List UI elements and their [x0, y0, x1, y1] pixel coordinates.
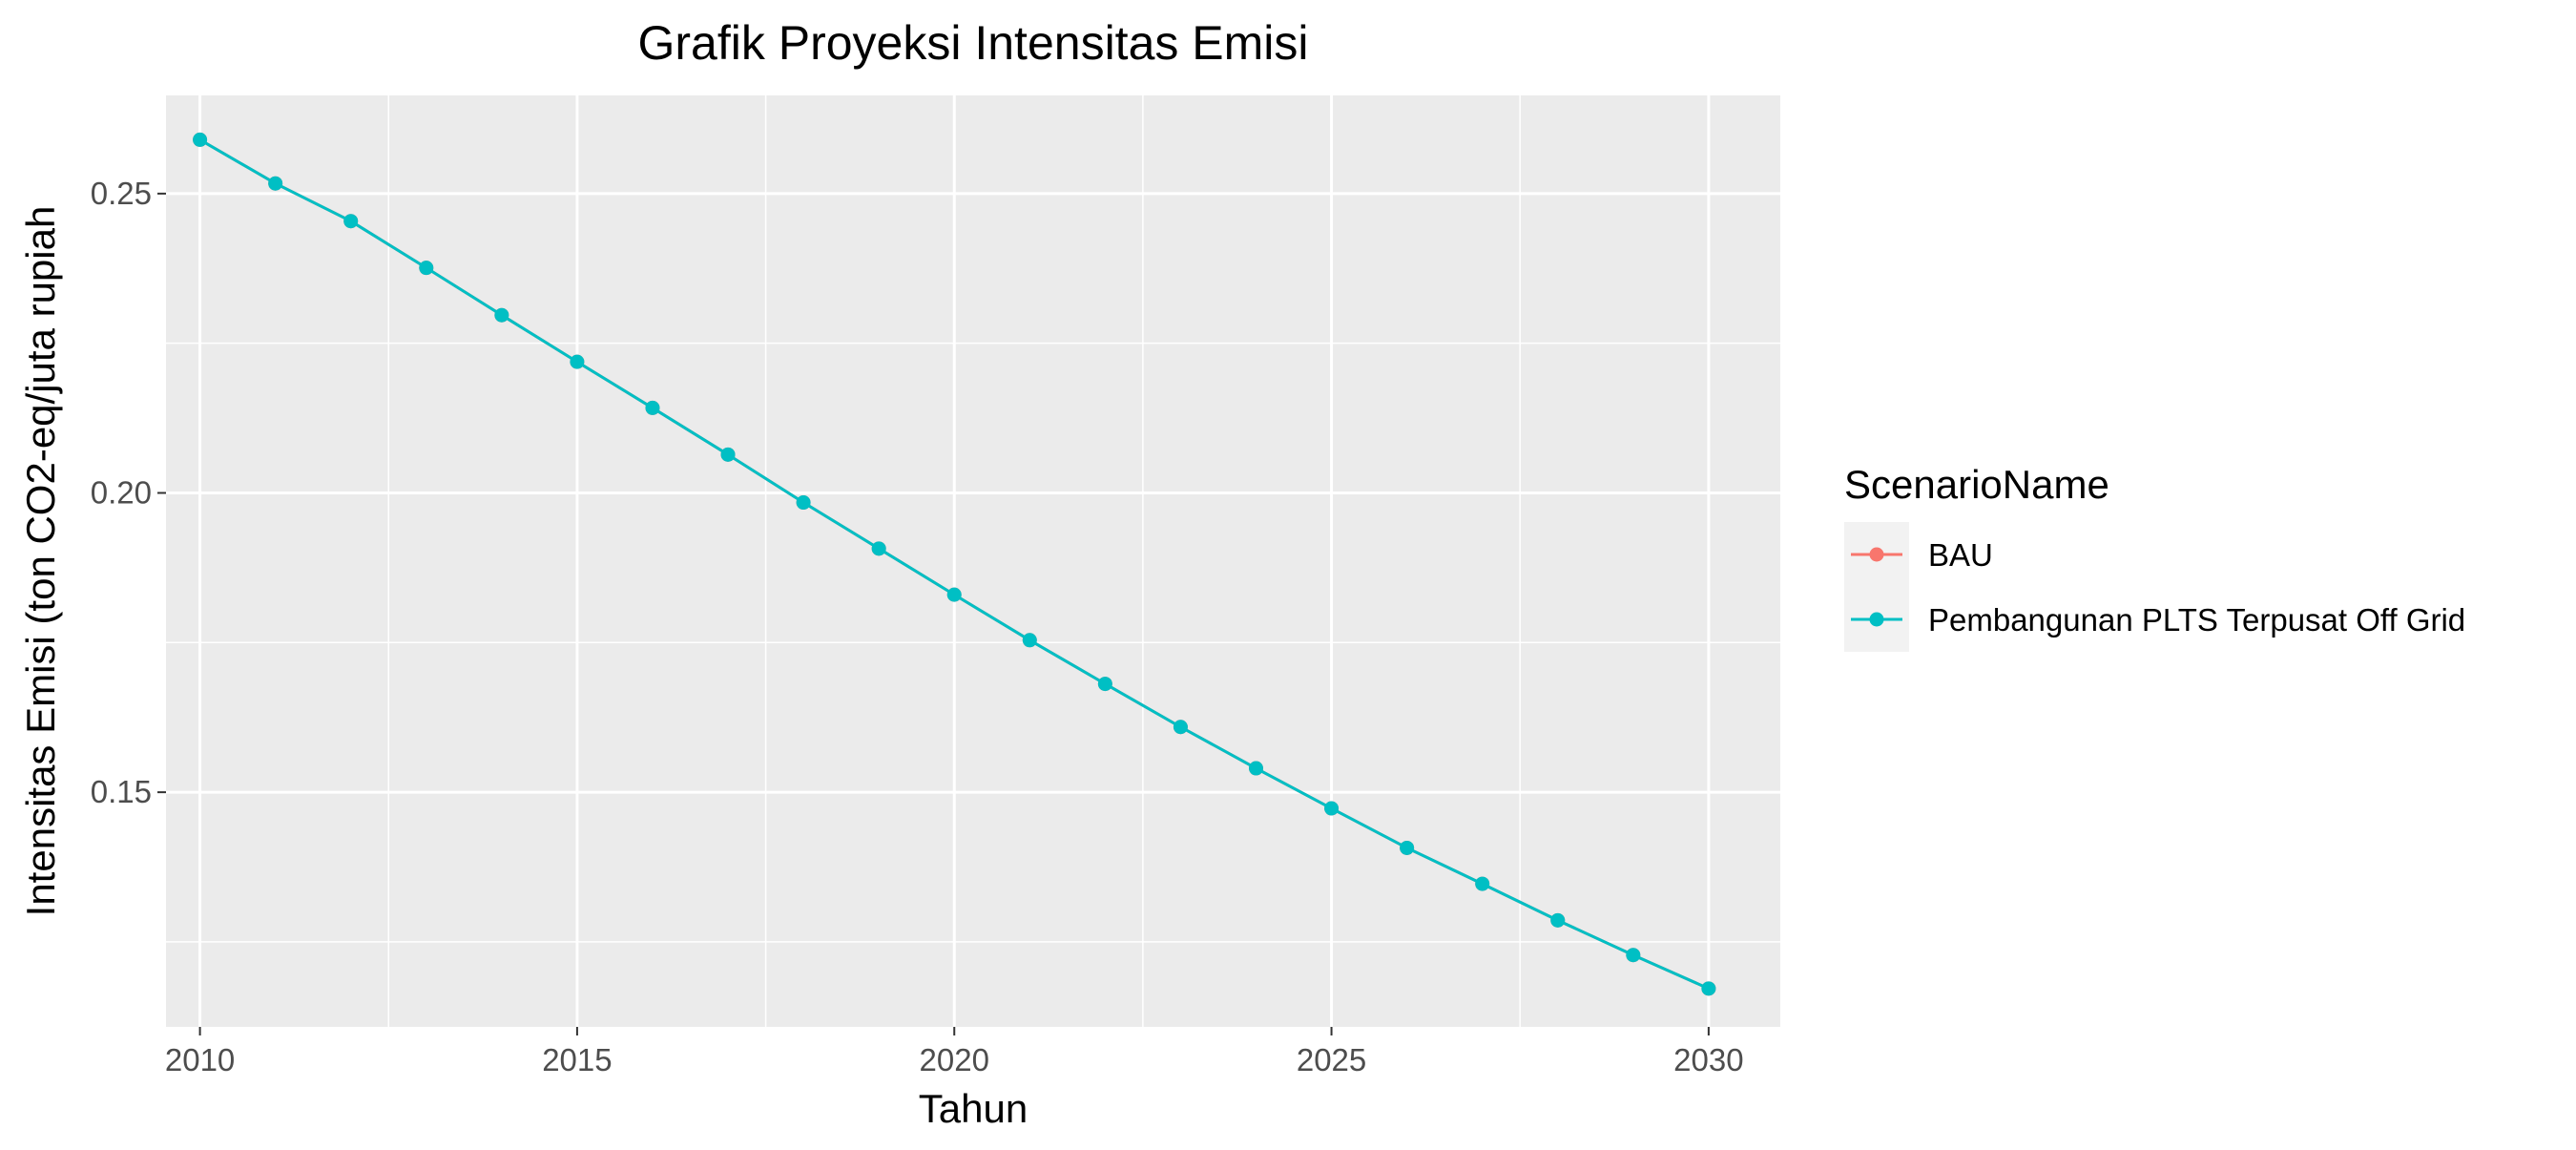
series-2-point	[343, 214, 359, 229]
series-2-point	[1324, 801, 1340, 816]
legend-label: BAU	[1928, 537, 1993, 573]
series-2-point	[193, 132, 208, 147]
legend-label: Pembangunan PLTS Terpusat Off Grid	[1928, 602, 2465, 638]
series-2-point	[1626, 948, 1641, 963]
series-2-point	[1097, 677, 1112, 692]
x-tick-label: 2020	[920, 1042, 989, 1077]
y-tick-label: 0.15	[91, 774, 152, 809]
x-axis-title: Tahun	[919, 1086, 1028, 1131]
series-2-point	[1475, 876, 1490, 891]
series-2-point	[570, 354, 585, 369]
series-2-point	[645, 400, 660, 415]
series-2-point	[1173, 720, 1188, 735]
y-axis: 0.15 0.20 0.25	[91, 176, 166, 809]
series-layer	[193, 132, 1716, 996]
grid-major	[166, 95, 1780, 1027]
grid-minor	[166, 95, 1780, 1027]
y-tick-label: 0.20	[91, 474, 152, 510]
series-2-point	[796, 495, 811, 511]
series-2-point	[494, 307, 509, 323]
legend-key-point	[1869, 612, 1884, 627]
x-tick-label: 2030	[1673, 1042, 1743, 1077]
series-2-point	[1022, 633, 1037, 648]
series-2-point	[1400, 840, 1415, 855]
series-2-point	[720, 447, 736, 462]
series-2-point	[946, 587, 962, 602]
x-tick-label: 2025	[1297, 1042, 1366, 1077]
legend-items: BAU Pembangunan PLTS Terpusat Off Grid	[1844, 522, 2465, 652]
x-axis: 2010 2015 2020 2025 2030	[165, 1027, 1744, 1077]
series-2-point	[1550, 912, 1566, 928]
legend-title: ScenarioName	[1844, 462, 2109, 507]
y-tick-label: 0.25	[91, 176, 152, 211]
series-2-point	[1701, 981, 1716, 996]
legend: ScenarioName BAU Pembangunan PLTS Terpusa…	[1844, 462, 2465, 652]
y-axis-title: Intensitas Emisi (ton CO2-eq/juta rupiah	[18, 206, 63, 917]
series-2-point	[1248, 761, 1263, 776]
plot-panel	[166, 95, 1780, 1027]
x-tick-label: 2015	[542, 1042, 612, 1077]
series-2-point	[268, 176, 283, 191]
legend-key-point	[1869, 547, 1884, 562]
series-2-point	[871, 541, 886, 556]
chart-title: Grafik Proyeksi Intensitas Emisi	[638, 16, 1309, 70]
series-2-point	[419, 261, 434, 276]
x-tick-label: 2010	[165, 1042, 235, 1077]
